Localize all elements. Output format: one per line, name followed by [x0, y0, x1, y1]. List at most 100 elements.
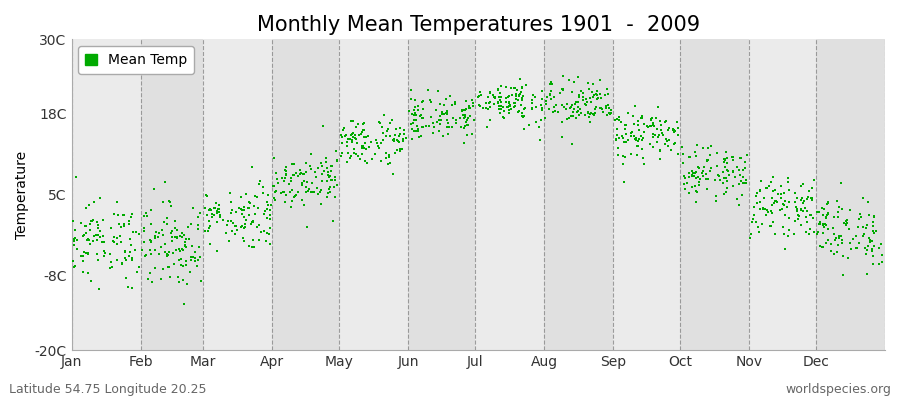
- Point: [156, 232, 170, 239]
- Point: [627, 133, 642, 140]
- Point: [508, 92, 523, 99]
- Point: [86, 238, 100, 244]
- Point: [241, 205, 256, 212]
- Point: [235, 206, 249, 213]
- Point: [502, 103, 517, 109]
- Point: [421, 123, 436, 129]
- Point: [820, 201, 834, 208]
- Point: [565, 109, 580, 116]
- Point: [608, 117, 623, 124]
- Point: [631, 122, 645, 128]
- Point: [458, 112, 473, 118]
- Point: [547, 104, 562, 110]
- Point: [410, 126, 425, 132]
- Point: [193, 209, 207, 216]
- Point: [789, 206, 804, 212]
- Point: [304, 166, 319, 172]
- Point: [185, 205, 200, 212]
- Point: [812, 221, 826, 227]
- Point: [629, 137, 643, 143]
- Point: [116, 211, 130, 218]
- Point: [346, 131, 360, 137]
- Point: [700, 157, 715, 163]
- Point: [587, 92, 601, 98]
- Point: [770, 199, 785, 205]
- Point: [264, 202, 278, 208]
- Point: [464, 112, 478, 119]
- Point: [620, 110, 634, 116]
- Point: [279, 192, 293, 198]
- Point: [447, 101, 462, 107]
- Point: [322, 186, 337, 193]
- Point: [407, 117, 421, 123]
- Point: [179, 244, 194, 250]
- Point: [813, 220, 827, 227]
- Point: [616, 160, 631, 167]
- Point: [140, 213, 155, 219]
- Point: [840, 220, 854, 226]
- Point: [696, 168, 710, 174]
- Point: [244, 221, 258, 227]
- Point: [236, 234, 250, 241]
- Point: [276, 188, 291, 195]
- Point: [667, 141, 681, 147]
- Point: [621, 137, 635, 144]
- Point: [282, 181, 296, 187]
- Point: [843, 240, 858, 246]
- Point: [866, 252, 880, 259]
- Point: [628, 103, 643, 109]
- Point: [388, 150, 402, 156]
- Point: [608, 137, 623, 144]
- Point: [677, 173, 691, 180]
- Point: [518, 105, 533, 111]
- Point: [700, 144, 715, 151]
- Point: [777, 231, 791, 237]
- Point: [68, 226, 82, 233]
- Point: [574, 110, 589, 116]
- Point: [116, 223, 130, 230]
- Point: [84, 218, 98, 224]
- Point: [683, 154, 698, 160]
- Point: [188, 248, 202, 255]
- Point: [525, 97, 539, 103]
- Point: [84, 278, 98, 284]
- Point: [76, 249, 91, 256]
- Point: [719, 185, 733, 191]
- Point: [794, 206, 808, 212]
- Point: [488, 94, 502, 100]
- Point: [346, 134, 361, 140]
- Point: [815, 222, 830, 228]
- Point: [144, 239, 158, 246]
- Point: [827, 231, 842, 237]
- Point: [407, 112, 421, 118]
- Point: [408, 96, 422, 103]
- Point: [752, 199, 767, 206]
- Point: [440, 109, 454, 115]
- Point: [184, 257, 198, 263]
- Point: [256, 184, 270, 191]
- Point: [482, 104, 497, 110]
- Point: [588, 106, 602, 112]
- Legend: Mean Temp: Mean Temp: [78, 46, 194, 74]
- Point: [614, 119, 628, 126]
- Point: [778, 198, 792, 204]
- Point: [439, 124, 454, 130]
- Point: [572, 108, 586, 114]
- Point: [682, 174, 697, 180]
- Point: [285, 161, 300, 167]
- Point: [718, 188, 733, 195]
- Point: [583, 95, 598, 101]
- Point: [213, 214, 228, 220]
- Point: [627, 136, 642, 142]
- Point: [68, 235, 82, 242]
- Point: [644, 116, 658, 123]
- Point: [836, 253, 850, 259]
- Point: [284, 204, 298, 210]
- Point: [80, 236, 94, 242]
- Point: [813, 242, 827, 249]
- Point: [626, 113, 641, 119]
- Point: [634, 133, 649, 140]
- Point: [166, 261, 181, 267]
- Point: [534, 101, 548, 108]
- Point: [634, 115, 649, 122]
